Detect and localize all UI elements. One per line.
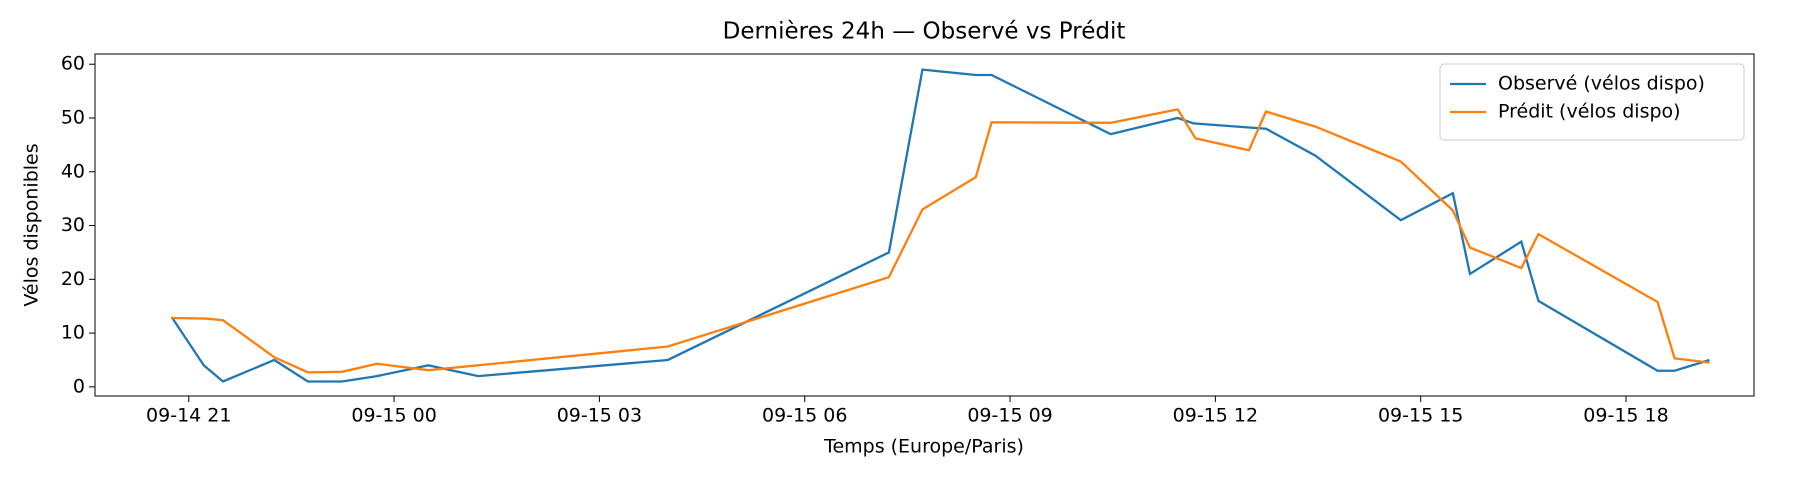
x-tick-label: 09-15 03 [557,405,642,427]
y-tick-label: 50 [61,106,85,128]
chart-title: Dernières 24h — Observé vs Prédit [723,19,1126,45]
x-tick-label: 09-14 21 [146,405,231,427]
series-line [171,108,1710,374]
legend-box [1439,63,1745,141]
x-tick-label: 09-15 12 [1173,405,1258,427]
x-tick-label: 09-15 09 [967,405,1052,427]
y-tick-label: 20 [61,268,85,290]
y-tick-label: 0 [73,375,85,397]
y-tick-label: 30 [61,214,85,236]
y-tick-label: 40 [61,160,85,182]
legend-label: Observé (vélos dispo) [1498,73,1705,95]
x-tick-label: 09-15 15 [1378,405,1463,427]
y-tick-label: 60 [61,53,85,75]
x-tick-label: 09-15 06 [762,405,847,427]
series-line [170,68,1710,383]
y-axis-label: Vélos disponibles [21,143,43,306]
legend-label: Prédit (vélos dispo) [1498,101,1681,123]
plot-frame [94,53,1755,397]
y-tick-label: 10 [61,322,85,344]
x-tick-label: 09-15 00 [351,405,436,427]
x-axis-label: Temps (Europe/Paris) [823,436,1024,458]
x-tick-label: 09-15 18 [1583,405,1668,427]
